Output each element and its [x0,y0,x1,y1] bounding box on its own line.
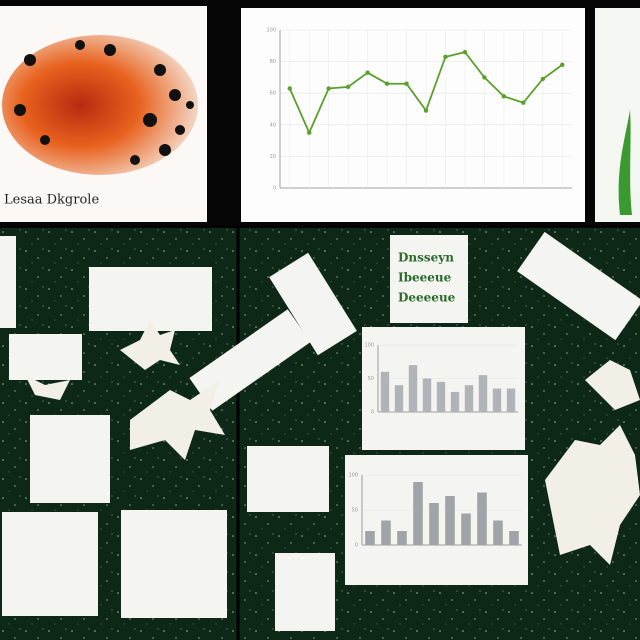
bar [429,503,439,545]
y-tick-label: 60 [270,91,276,97]
bar [450,391,460,412]
panel [595,8,640,222]
point [404,81,409,86]
bar [408,365,418,412]
point [287,86,292,91]
y-tick-label: 50 [368,376,374,382]
hand-shapes [25,320,640,565]
image [2,35,198,175]
point [365,70,370,75]
bar [397,531,407,545]
point [443,54,448,60]
bar [509,531,519,545]
point [560,62,565,67]
y-tick-label: 20 [270,154,276,160]
y-tick-label: 0 [355,543,358,549]
bar [365,531,375,545]
panel [241,8,585,222]
bar [461,513,471,545]
note-line: Deeeeue [398,291,456,305]
y-tick-label: 100 [348,473,358,479]
bar [422,378,432,412]
point [540,76,545,82]
point [501,94,507,99]
point [384,81,390,86]
plant [618,110,632,215]
point [482,75,487,80]
bar [436,381,446,412]
y-tick-label: 0 [371,410,374,416]
bar [380,371,390,412]
y-tick-label: 80 [270,59,276,65]
bar [445,496,455,545]
note-line: Ibeeeue [398,271,452,285]
y-tick-label: 50 [352,508,358,514]
point [423,108,429,113]
bar [413,482,423,545]
y-tick-label: 100 [266,28,276,34]
y-tick-label: 100 [364,343,374,349]
bar [478,375,488,412]
bar [381,520,391,545]
dots [14,40,194,165]
point [521,100,526,105]
y-tick-label: 0 [273,186,276,192]
bar [464,385,474,412]
bar [493,520,503,545]
caption: Lesaa Dkgrole [4,193,99,208]
point [307,130,312,135]
note-line: Dnsseyn [398,251,454,265]
point [345,84,351,90]
bar [492,388,502,412]
point [326,86,331,91]
bar [506,388,516,412]
bar [394,385,404,412]
y-tick-label: 40 [270,122,276,128]
bar [477,492,487,545]
point [462,49,468,55]
